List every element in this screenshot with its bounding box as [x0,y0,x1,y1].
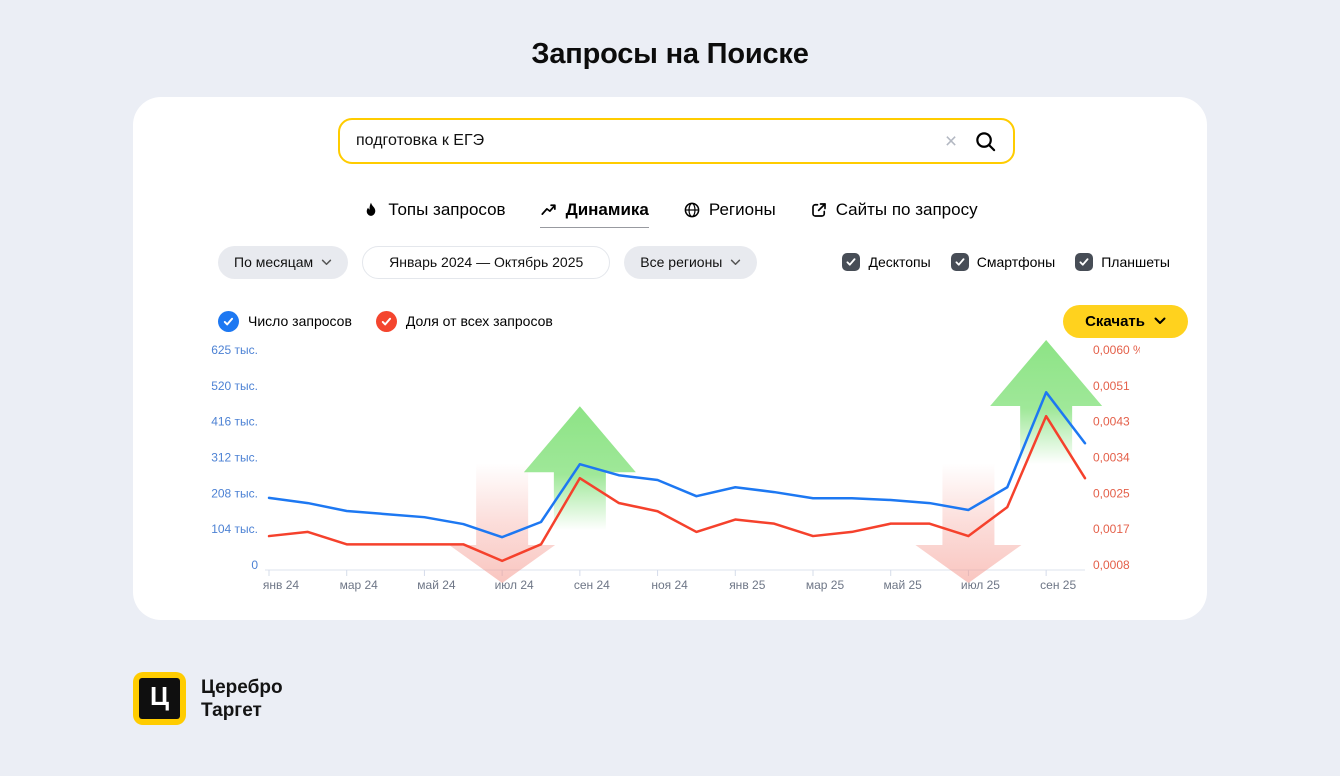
legend-item-queries[interactable]: Число запросов [218,310,352,332]
chevron-down-icon [1154,317,1166,324]
region-select[interactable]: Все регионы [624,245,758,279]
svg-text:сен 24: сен 24 [574,578,610,592]
checkbox-smartphones[interactable]: Смартфоны [950,253,1056,271]
logo-line2: Таргет [201,699,262,721]
checkbox-checked-icon [950,253,969,271]
tab-dynamics[interactable]: Динамика [539,200,649,228]
tab-regions[interactable]: Регионы [683,200,776,228]
checkbox-label: Смартфоны [976,254,1056,270]
search-input[interactable] [356,132,938,150]
svg-text:янв 24: янв 24 [263,578,300,592]
legend-check-icon [218,310,239,332]
legend-check-icon [375,310,397,332]
svg-text:0,0034: 0,0034 [1093,450,1130,464]
svg-text:416 тыс.: 416 тыс. [211,415,258,429]
checkbox-checked-icon [1075,253,1094,271]
download-label: Скачать [1085,312,1145,330]
checkbox-label: Десктопы [868,254,931,270]
svg-text:мар 24: мар 24 [340,578,379,592]
svg-text:0,0008: 0,0008 [1093,558,1130,572]
svg-text:520 тыс.: 520 тыс. [211,379,258,393]
svg-text:0,0017: 0,0017 [1093,522,1130,536]
period-select[interactable]: По месяцам [218,245,349,279]
legend-label: Число запросов [248,313,352,329]
svg-text:0,0051: 0,0051 [1093,379,1130,393]
checkbox-checked-icon [842,253,861,271]
svg-text:208 тыс.: 208 тыс. [211,486,258,500]
legend-row: Число запросов Доля от всех запросов Ска… [218,304,1188,338]
svg-text:мар 25: мар 25 [806,578,845,592]
svg-text:312 тыс.: 312 тыс. [211,450,258,464]
date-range-select[interactable]: Январь 2024 — Октябрь 2025 [362,245,611,279]
external-link-icon [811,203,826,217]
search-box: × [338,118,1015,164]
tab-label: Топы запросов [388,200,506,219]
checkbox-desktops[interactable]: Десктопы [842,253,931,271]
device-filters: Десктопы Смартфоны Планшеты [842,253,1170,271]
svg-text:0,0043: 0,0043 [1093,415,1130,429]
chevron-down-icon [731,259,741,265]
clear-icon[interactable]: × [944,129,958,153]
flame-icon [367,202,376,216]
svg-text:0: 0 [251,558,258,572]
logo-line1: Церебро [201,676,283,698]
svg-text:июл 25: июл 25 [961,578,1000,592]
tab-top-queries[interactable]: Топы запросов [362,200,506,228]
legend-label: Доля от всех запросов [405,313,553,329]
globe-icon [684,202,700,218]
tab-sites-by-query[interactable]: Сайты по запросу [810,200,978,228]
download-button[interactable]: Скачать [1063,304,1188,338]
page-title: Запросы на Поиске [531,38,809,70]
logo-mark-icon: Ц [133,672,186,725]
svg-text:625 тыс.: 625 тыс. [211,343,258,357]
svg-text:0,0025: 0,0025 [1093,486,1130,500]
logo-letter: Ц [150,681,169,711]
filters-row: По месяцам Январь 2024 — Октябрь 2025 Вс… [218,245,1170,279]
date-range-value: Январь 2024 — Октябрь 2025 [389,254,584,270]
period-select-value: По месяцам [234,254,314,270]
svg-text:ноя 24: ноя 24 [651,578,688,592]
region-select-value: Все регионы [640,254,723,270]
svg-text:0,0060 %: 0,0060 % [1093,343,1140,357]
search-icon[interactable] [964,128,999,155]
dynamics-chart[interactable]: янв 24 мар 24 май 24 июл 24 сен 24 ноя 24 янв … [200,340,1140,610]
brand-logo: Ц Церебро Таргет [133,672,283,725]
tab-label: Динамика [565,200,649,219]
svg-text:104 тыс.: 104 тыс. [211,522,258,536]
checkbox-label: Планшеты [1101,254,1170,270]
tabs-bar: Топы запросов Динамика Регионы [133,200,1207,228]
svg-text:янв 25: янв 25 [729,578,766,592]
legend-item-share[interactable]: Доля от всех запросов [375,310,553,332]
checkbox-tablets[interactable]: Планшеты [1075,253,1170,271]
chevron-down-icon [321,259,332,265]
tab-label: Сайты по запросу [835,200,978,219]
tab-label: Регионы [708,200,776,219]
svg-text:май 24: май 24 [417,578,456,592]
svg-text:май 25: май 25 [884,578,923,592]
logo-text: Церебро Таргет [201,676,283,722]
trend-up-icon [540,204,556,215]
wordstat-card: × Топы запросов Динамика [133,97,1207,620]
svg-text:сен 25: сен 25 [1040,578,1076,592]
svg-text:июл 24: июл 24 [495,578,534,592]
